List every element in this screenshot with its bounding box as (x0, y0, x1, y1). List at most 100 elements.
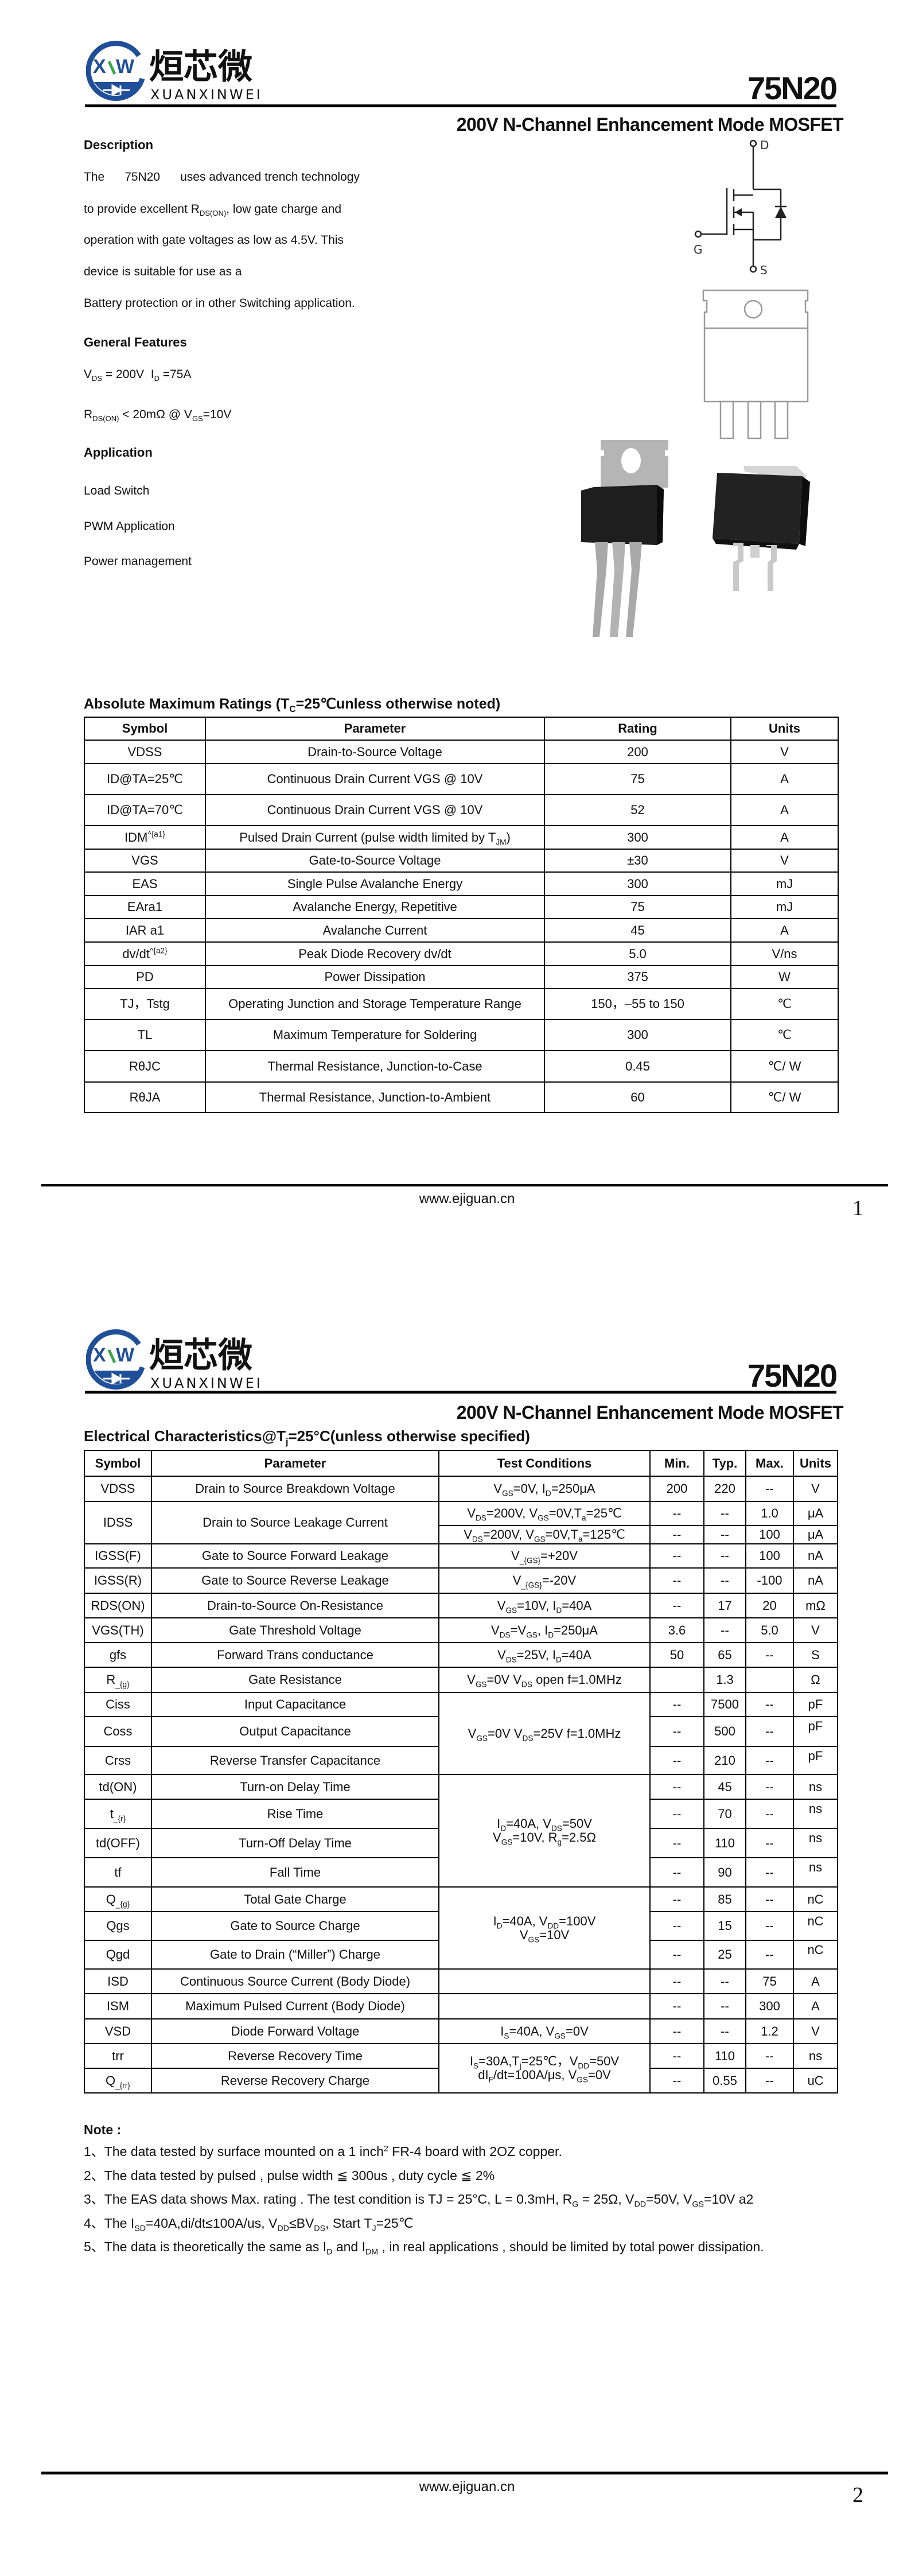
max-cell: -- (745, 1799, 794, 1829)
column-header-parameter: Parameter (205, 717, 545, 741)
parameter-cell: Single Pulse Avalanche Energy (205, 871, 545, 896)
min-cell: -- (649, 1799, 704, 1829)
table-row: TJ，Tstg Operating Junction and Storage Te… (84, 988, 839, 1020)
table-row: TL Maximum Temperature for Soldering 300 ℃ (84, 1019, 839, 1051)
table-row: Ciss Input Capacitance VGS=0V VDS=25V f=1.… (84, 1692, 838, 1775)
units-cell: ℃ (730, 1019, 839, 1051)
note-item: 5、The data is theoretically the same as … (84, 2239, 764, 2257)
table-row: Crss Reverse Transfer Capacitance -- 210 -- p… (84, 1746, 838, 1775)
max-cell: -- (745, 1886, 794, 1912)
symbol-cell: Qgs (84, 1911, 152, 1941)
logo-chinese-text: 烜芯微 (149, 1336, 252, 1376)
footer-divider (41, 1184, 888, 1186)
table-row: IDM^{a1} Pulsed Drain Current (pulse widt… (84, 825, 839, 850)
units-cell: V/ns (730, 941, 839, 966)
max-cell: 100 (745, 1525, 794, 1544)
application-item: PWM Application (84, 520, 175, 533)
min-cell: -- (649, 2068, 704, 2094)
table-row: VGS Gate-to-Source Voltage ±30 V (84, 849, 839, 873)
parameter-cell: Reverse Recovery Time (151, 2043, 439, 2069)
min-cell: 3.6 (649, 1617, 704, 1643)
parameter-cell: Thermal Resistance, Junction-to-Ambient (205, 1081, 545, 1113)
typ-cell: -- (703, 2018, 746, 2044)
symbol-cell: R_{g} (84, 1667, 152, 1693)
units-cell: ℃/ W (730, 1050, 839, 1083)
rating-cell: 0.45 (544, 1050, 731, 1083)
symbol-cell: VGS (84, 849, 206, 873)
column-header-symbol: Symbol (84, 717, 206, 741)
parameter-cell: Drain to Source Breakdown Voltage (151, 1476, 439, 1502)
min-cell: -- (649, 1567, 704, 1594)
max-cell: -- (745, 1774, 794, 1800)
symbol-cell: td(ON) (84, 1774, 152, 1800)
max-cell: 100 (745, 1543, 794, 1569)
table-row: Q_{g} Total Gate Charge ID=40A, VDD=100V V… (84, 1886, 838, 1970)
conditions-cell: VGS=0V, ID=250μA (438, 1476, 651, 1502)
rating-cell: ±30 (544, 849, 731, 873)
footer-url[interactable]: www.ejiguan.cn (419, 1191, 515, 1207)
table-row: VDS=200V, VGS=0V,Ta=125℃ -- -- 100 μA (84, 1525, 838, 1544)
table-header-row: Symbol Parameter Rating Units (84, 717, 839, 741)
symbol-cell: Coss (84, 1716, 152, 1747)
units-cell: μA (793, 1501, 838, 1526)
typ-cell: 1.3 (703, 1667, 746, 1693)
max-cell: -- (745, 1476, 794, 1502)
typ-cell: 65 (703, 1642, 746, 1668)
units-cell: nC (793, 1911, 838, 1941)
table-row: IGSS(R) Gate to Source Reverse Leakage V_{… (84, 1567, 838, 1594)
max-cell: -- (745, 2068, 794, 2094)
parameter-cell: Avalanche Current (205, 918, 545, 943)
symbol-cell: EAS (84, 871, 206, 896)
table-row: R_{g} Gate Resistance VGS=0V VDS open f=1.… (84, 1667, 838, 1693)
conditions-cell: V_{GS}=+20V (438, 1543, 651, 1569)
table-row: ID@TA=70℃ Continuous Drain Current VGS @ … (84, 794, 839, 826)
min-cell: -- (649, 1774, 704, 1800)
min-cell: -- (649, 1746, 704, 1775)
parameter-cell: Gate to Source Forward Leakage (151, 1543, 439, 1569)
typ-cell: 25 (703, 1940, 746, 1970)
d2pak-package-photo (713, 466, 810, 591)
units-cell: ns (793, 1799, 838, 1829)
typ-cell: -- (703, 1968, 746, 1994)
parameter-cell: Gate Threshold Voltage (151, 1617, 439, 1643)
min-cell: -- (649, 2018, 704, 2044)
typ-cell: 220 (703, 1476, 746, 1502)
units-cell: S (793, 1642, 838, 1668)
mosfet-symbol-diagram: D G S (694, 139, 787, 277)
conditions-cell: V_{GS}=-20V (438, 1567, 651, 1594)
symbol-cell: tf (84, 1857, 152, 1888)
units-cell: V (793, 2018, 838, 2044)
table-row: RDS(ON) Drain-to-Source On-Resistance VGS=… (84, 1593, 838, 1618)
symbol-cell: RDS(ON) (84, 1593, 152, 1618)
rating-cell: 5.0 (544, 941, 731, 966)
column-header-min: Min. (649, 1450, 704, 1477)
footer-url[interactable]: www.ejiguan.cn (419, 2479, 515, 2495)
conditions-cell: ID=40A, VDD=100V VGS=10V (438, 1886, 651, 1970)
symbol-cell: VDSS (84, 1476, 152, 1502)
rating-cell: 300 (544, 1019, 731, 1051)
feature-item: RDS(ON) < 20mΩ @ VGS=10V (84, 408, 232, 423)
parameter-cell: Fall Time (151, 1857, 439, 1888)
table-row: trr Reverse Recovery Time IS=30A,Tj=25℃，VD… (84, 2043, 838, 2094)
symbol-cell: ID@TA=70℃ (84, 794, 206, 826)
table-row: tf Fall Time -- 90 -- ns (84, 1857, 838, 1888)
units-cell: pF (793, 1716, 838, 1747)
electrical-characteristics-title: Electrical Characteristics@Tj=25°C(unles… (84, 1427, 530, 1447)
symbol-cell: Q_{g} (84, 1886, 152, 1912)
parameter-cell: Diode Forward Voltage (151, 2018, 439, 2044)
max-cell: -- (745, 2043, 794, 2069)
parameter-cell: Turn-on Delay Time (151, 1774, 439, 1800)
units-cell: V (793, 1617, 838, 1643)
symbol-cell: VGS(TH) (84, 1617, 152, 1643)
description-line: device is suitable for use as a (84, 265, 242, 278)
symbol-cell: PD (84, 965, 206, 989)
units-cell: V (793, 1476, 838, 1502)
min-cell: -- (649, 1968, 704, 1994)
page-number: 1 (852, 1196, 863, 1220)
max-cell: -100 (745, 1567, 794, 1594)
max-cell: -- (745, 1828, 794, 1858)
symbol-cell: IGSS(F) (84, 1543, 152, 1569)
parameter-cell: Reverse Recovery Charge (151, 2068, 439, 2094)
description-line: The 75N20 uses advanced trench technolog… (84, 170, 360, 184)
table-row: Coss Output Capacitance -- 500 -- pF (84, 1716, 838, 1747)
